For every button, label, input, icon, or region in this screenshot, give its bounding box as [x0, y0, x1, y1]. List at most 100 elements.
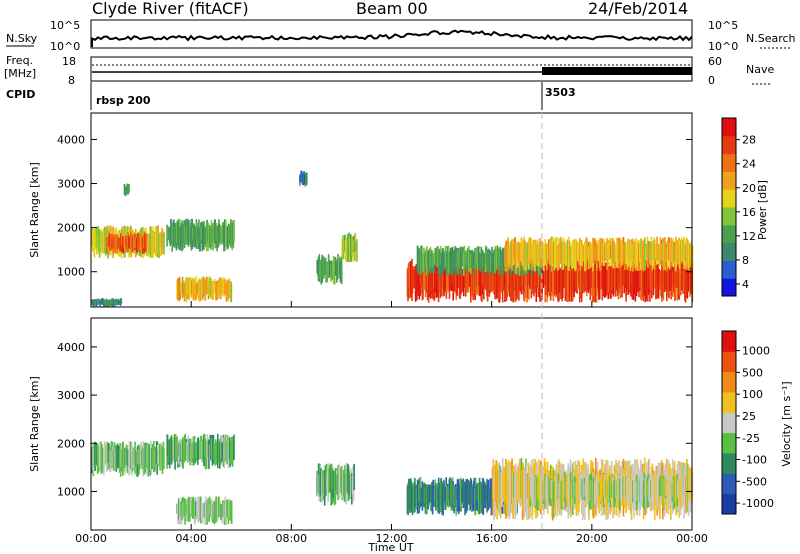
- power-echo-9: [555, 267, 558, 295]
- power-echo-9: [642, 270, 645, 302]
- velocity-echo-4: [481, 484, 483, 513]
- freq-label: Freq.: [6, 54, 33, 67]
- power-colorbar-swatch: [722, 260, 736, 279]
- power-echo-3: [114, 300, 116, 304]
- power-echo-6: [302, 172, 304, 185]
- velocity-echo-6: [679, 481, 681, 506]
- power-echo-9: [528, 262, 531, 285]
- velocity-colorbar-swatch: [722, 453, 736, 474]
- x-tick-label: 08:00: [275, 532, 307, 545]
- power-echo-2: [198, 219, 200, 244]
- power-echo-10: [460, 249, 462, 276]
- power-echo-9: [598, 260, 600, 300]
- power-echo-3: [111, 298, 113, 307]
- nsky-strip-frame: [90, 19, 693, 49]
- velocity-ytick-label: 3000: [57, 389, 85, 402]
- power-echo-10: [444, 245, 447, 268]
- power-echo-11: [635, 237, 637, 271]
- power-echo-1: [130, 232, 132, 247]
- power-echo-11: [610, 245, 612, 258]
- velocity-echo-6: [571, 478, 573, 505]
- x-tick-label: 00:00: [676, 532, 708, 545]
- nsearch-tick-top: 10^5: [708, 19, 738, 32]
- power-echo-4: [181, 276, 184, 298]
- nave-tick-top: 60: [708, 55, 722, 68]
- power-echo-8: [345, 239, 347, 262]
- velocity-colorbar-swatch: [722, 331, 736, 352]
- power-echo-9: [680, 259, 682, 293]
- velocity-colorbar-frame: [721, 330, 737, 515]
- power-echo-9: [410, 266, 412, 297]
- power-echo-8: [356, 239, 358, 262]
- power-ytick-label: 2000: [57, 222, 85, 235]
- time-x-axis: 00:00 04:00 08:00 12:00 16:00 20:00 00:00: [75, 301, 708, 545]
- velocity-colorbar-label: 1000: [742, 345, 770, 358]
- power-colorbar: 28 24 20 16 12 8 4: [721, 117, 756, 297]
- velocity-echo-4: [476, 482, 479, 512]
- power-echo-11: [659, 237, 662, 264]
- velocity-echo-6: [577, 473, 579, 510]
- power-echo-0: [157, 225, 159, 258]
- power-colorbar-label: 16: [742, 206, 756, 219]
- power-echo-0: [163, 232, 165, 255]
- nsky-tick-top: 10^5: [50, 19, 80, 32]
- velocity-echo-5: [491, 466, 494, 515]
- velocity-colorbar-swatch: [722, 392, 736, 413]
- power-colorbar-swatch: [722, 135, 736, 155]
- power-colorbar-label: 28: [742, 134, 756, 147]
- velocity-colorbar-swatch: [722, 351, 736, 373]
- power-echo-11: [665, 241, 667, 270]
- velocity-colorbar-label: Velocity [m s⁻¹]: [780, 381, 793, 466]
- velocity-echo-2: [216, 503, 219, 521]
- velocity-colorbar-label: 25: [742, 410, 756, 423]
- power-echo-8: [349, 237, 351, 262]
- velocity-echo-2: [193, 503, 195, 519]
- power-colorbar-label: Power [dB]: [756, 180, 769, 240]
- velocity-echo-4: [457, 478, 460, 515]
- cpid-value-1: rbsp 200: [96, 94, 151, 107]
- power-echo-9: [601, 266, 604, 288]
- power-echo-3: [103, 299, 106, 306]
- power-colorbar-label: 20: [742, 182, 756, 195]
- power-panel: 4000 3000 2000 1000 Slant Range [km]: [28, 112, 694, 308]
- velocity-echo-4: [465, 479, 467, 513]
- velocity-echo-4: [442, 484, 444, 516]
- nave-label: Nave: [746, 63, 774, 76]
- power-echo-2: [203, 221, 205, 250]
- power-echo-10: [468, 251, 471, 272]
- x-axis-label: Time UT: [367, 541, 413, 554]
- velocity-echo-4: [439, 483, 441, 501]
- velocity-echo-5: [528, 473, 531, 517]
- power-colorbar-swatch: [722, 242, 736, 261]
- power-colorbar-label: 4: [742, 278, 749, 291]
- velocity-echo-0: [158, 443, 160, 466]
- velocity-echo-1: [203, 433, 205, 466]
- velocity-colorbar-swatch: [722, 493, 736, 515]
- velocity-echo-2: [230, 500, 232, 522]
- velocity-ytick-label: 4000: [57, 341, 85, 354]
- velocity-colorbar-label: -500: [742, 475, 767, 488]
- nsky-trace: [91, 29, 693, 47]
- power-echo-9: [427, 262, 430, 303]
- power-echo-9: [571, 270, 573, 302]
- power-echo-3: [106, 299, 108, 307]
- power-colorbar-swatch: [722, 153, 736, 172]
- x-tick-label: 20:00: [576, 532, 608, 545]
- power-echo-11: [655, 244, 657, 259]
- power-echo-11: [671, 240, 673, 267]
- power-echo-11: [581, 244, 583, 267]
- power-echo-9: [600, 270, 603, 290]
- power-echo-9: [547, 258, 549, 292]
- velocity-echo-0: [117, 445, 120, 469]
- velocity-colorbar-label: -1000: [742, 497, 774, 510]
- power-echo-11: [543, 244, 545, 271]
- power-ylabel: Slant Range [km]: [28, 162, 41, 258]
- velocity-echo-5: [509, 466, 511, 501]
- power-echo-9: [553, 263, 555, 288]
- power-colorbar-label: 8: [742, 254, 749, 267]
- cpid-value-2: 3503: [545, 86, 576, 99]
- power-echo-9: [605, 262, 608, 293]
- power-echo-0: [104, 227, 106, 254]
- power-echo-9: [504, 265, 506, 302]
